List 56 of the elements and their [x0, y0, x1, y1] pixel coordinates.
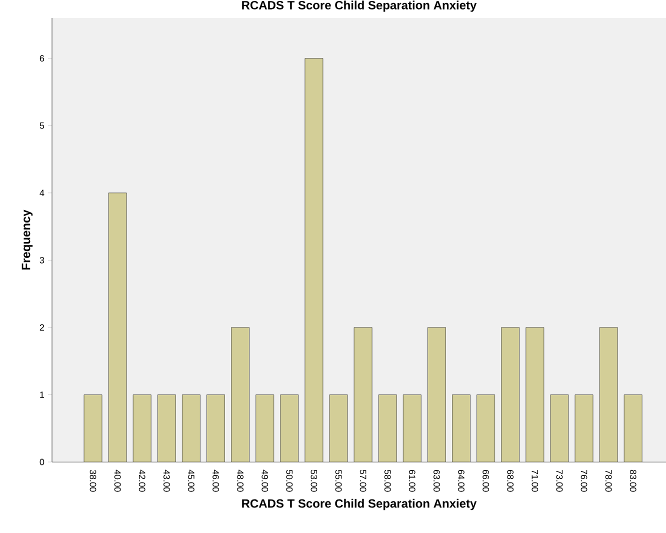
x-tick-label: 55.00 [335, 470, 342, 492]
x-tick-label: 46.00 [212, 470, 219, 492]
bar [206, 394, 225, 462]
bar [108, 192, 127, 462]
y-tick-label: 3 [40, 256, 44, 264]
y-tick-label: 0 [40, 458, 44, 466]
y-tick-label: 4 [40, 190, 44, 196]
x-tick-label: 61.00 [408, 470, 416, 492]
bar [574, 394, 594, 462]
x-tick-label: 57.00 [360, 470, 366, 492]
x-tick-label: 40.00 [114, 470, 121, 492]
y-tick-label: 1 [40, 392, 44, 398]
x-tick-label: 49.00 [262, 470, 268, 492]
y-tick-label: 2 [40, 324, 44, 331]
bar [182, 394, 200, 462]
x-tick-label: 63.00 [434, 470, 440, 492]
x-tick-label: 76.00 [580, 470, 588, 492]
bar [526, 327, 544, 462]
x-tick-label: 83.00 [630, 470, 636, 492]
bar [402, 394, 422, 462]
bar [231, 327, 250, 462]
bar [501, 327, 520, 462]
x-tick-label: 73.00 [556, 470, 563, 492]
chart-title: RCADS T Score Child Separation Anxiety [242, 0, 477, 12]
bar [599, 327, 618, 462]
x-tick-label: 38.00 [90, 470, 96, 492]
bar [428, 327, 446, 462]
x-tick-label: 50.00 [286, 470, 293, 492]
x-tick-label: 45.00 [188, 470, 194, 492]
bar [476, 394, 496, 462]
bar [304, 58, 324, 462]
x-tick-label: 78.00 [605, 470, 612, 492]
bar [550, 394, 569, 462]
x-tick-label: 53.00 [310, 470, 318, 492]
x-tick-label: 48.00 [237, 470, 244, 492]
x-tick-label: 43.00 [163, 470, 170, 492]
x-tick-label: 42.00 [138, 470, 146, 492]
x-axis-title: RCADS T Score Child Separation Anxiety [242, 498, 477, 510]
y-tick-label: 6 [40, 55, 44, 62]
y-axis-title: Frequency [22, 210, 33, 270]
bar [280, 394, 299, 462]
x-tick-label: 64.00 [458, 470, 464, 492]
bar [256, 394, 274, 462]
bar [157, 394, 176, 462]
bar [624, 394, 642, 462]
bar [132, 394, 152, 462]
bar [452, 394, 470, 462]
bar [84, 394, 102, 462]
x-tick-label: 66.00 [482, 470, 489, 492]
bar [354, 327, 372, 462]
bar [378, 394, 397, 462]
y-tick-label: 5 [40, 122, 44, 129]
bar [329, 394, 348, 462]
x-tick-label: 71.00 [532, 470, 538, 492]
x-tick-label: 68.00 [507, 470, 514, 492]
x-tick-label: 58.00 [384, 470, 391, 492]
